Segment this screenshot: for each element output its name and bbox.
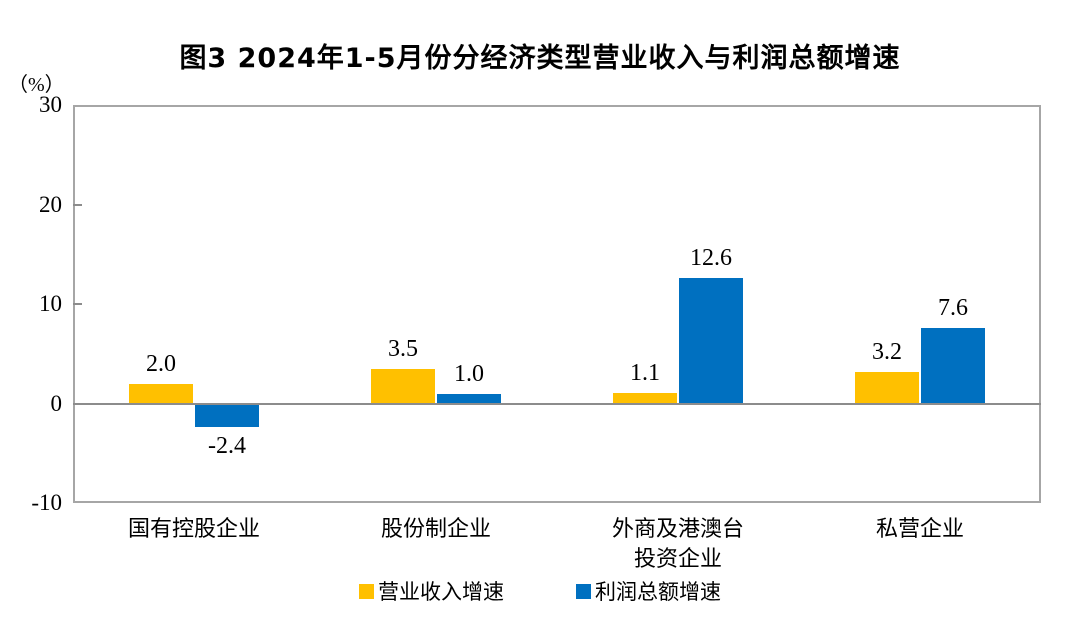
bar-series-1-category-1 xyxy=(437,393,501,404)
bar-value-label: 12.6 xyxy=(690,245,732,272)
zero-gridline xyxy=(73,402,1041,405)
y-tick-mark xyxy=(73,303,82,305)
y-tick-label: 10 xyxy=(39,291,62,316)
legend-label: 利润总额增速 xyxy=(595,580,721,604)
bar-value-label: 2.0 xyxy=(146,350,176,377)
chart-legend: 营业收入增速 利润总额增速 xyxy=(0,576,1080,606)
legend-item-1: 利润总额增速 xyxy=(576,576,721,606)
bar-value-label: 1.0 xyxy=(454,360,484,387)
y-tick-label: 20 xyxy=(39,191,62,217)
legend-label: 营业收入增速 xyxy=(378,580,504,604)
category-label-2: 外商及港澳台 投资企业 xyxy=(611,516,744,571)
legend-swatch-icon xyxy=(359,583,374,599)
bar-series-0-category-1 xyxy=(371,368,435,404)
y-axis-unit-label: （%） xyxy=(8,74,65,96)
bar-value-label: -2.4 xyxy=(208,433,246,460)
category-label-3: 私营企业 xyxy=(875,516,964,541)
legend-item-0: 营业收入增速 xyxy=(359,576,504,606)
category-label-1: 股份制企业 xyxy=(380,516,491,541)
chart-title: 图3 2024年1-5月份分经济类型营业收入与利润总额增速 xyxy=(179,43,901,74)
bar-value-label: 3.2 xyxy=(872,338,902,365)
y-tick-label: 30 xyxy=(39,92,62,117)
legend-swatch-icon xyxy=(576,583,591,599)
bar-series-1-category-2 xyxy=(679,278,743,404)
bar-series-0-category-2 xyxy=(613,392,677,404)
bar-series-1-category-0 xyxy=(195,403,259,428)
bar-series-0-category-3 xyxy=(855,371,919,404)
y-tick-label: -10 xyxy=(31,490,62,515)
bar-value-label: 1.1 xyxy=(630,359,660,386)
category-label-0: 国有控股企业 xyxy=(127,516,260,541)
bar-series-0-category-0 xyxy=(129,383,193,404)
y-tick-label: 0 xyxy=(50,390,63,416)
bar-series-1-category-3 xyxy=(921,327,985,404)
bar-value-label: 3.5 xyxy=(388,335,418,362)
bar-value-label: 7.6 xyxy=(938,294,968,321)
y-tick-mark xyxy=(73,203,82,206)
